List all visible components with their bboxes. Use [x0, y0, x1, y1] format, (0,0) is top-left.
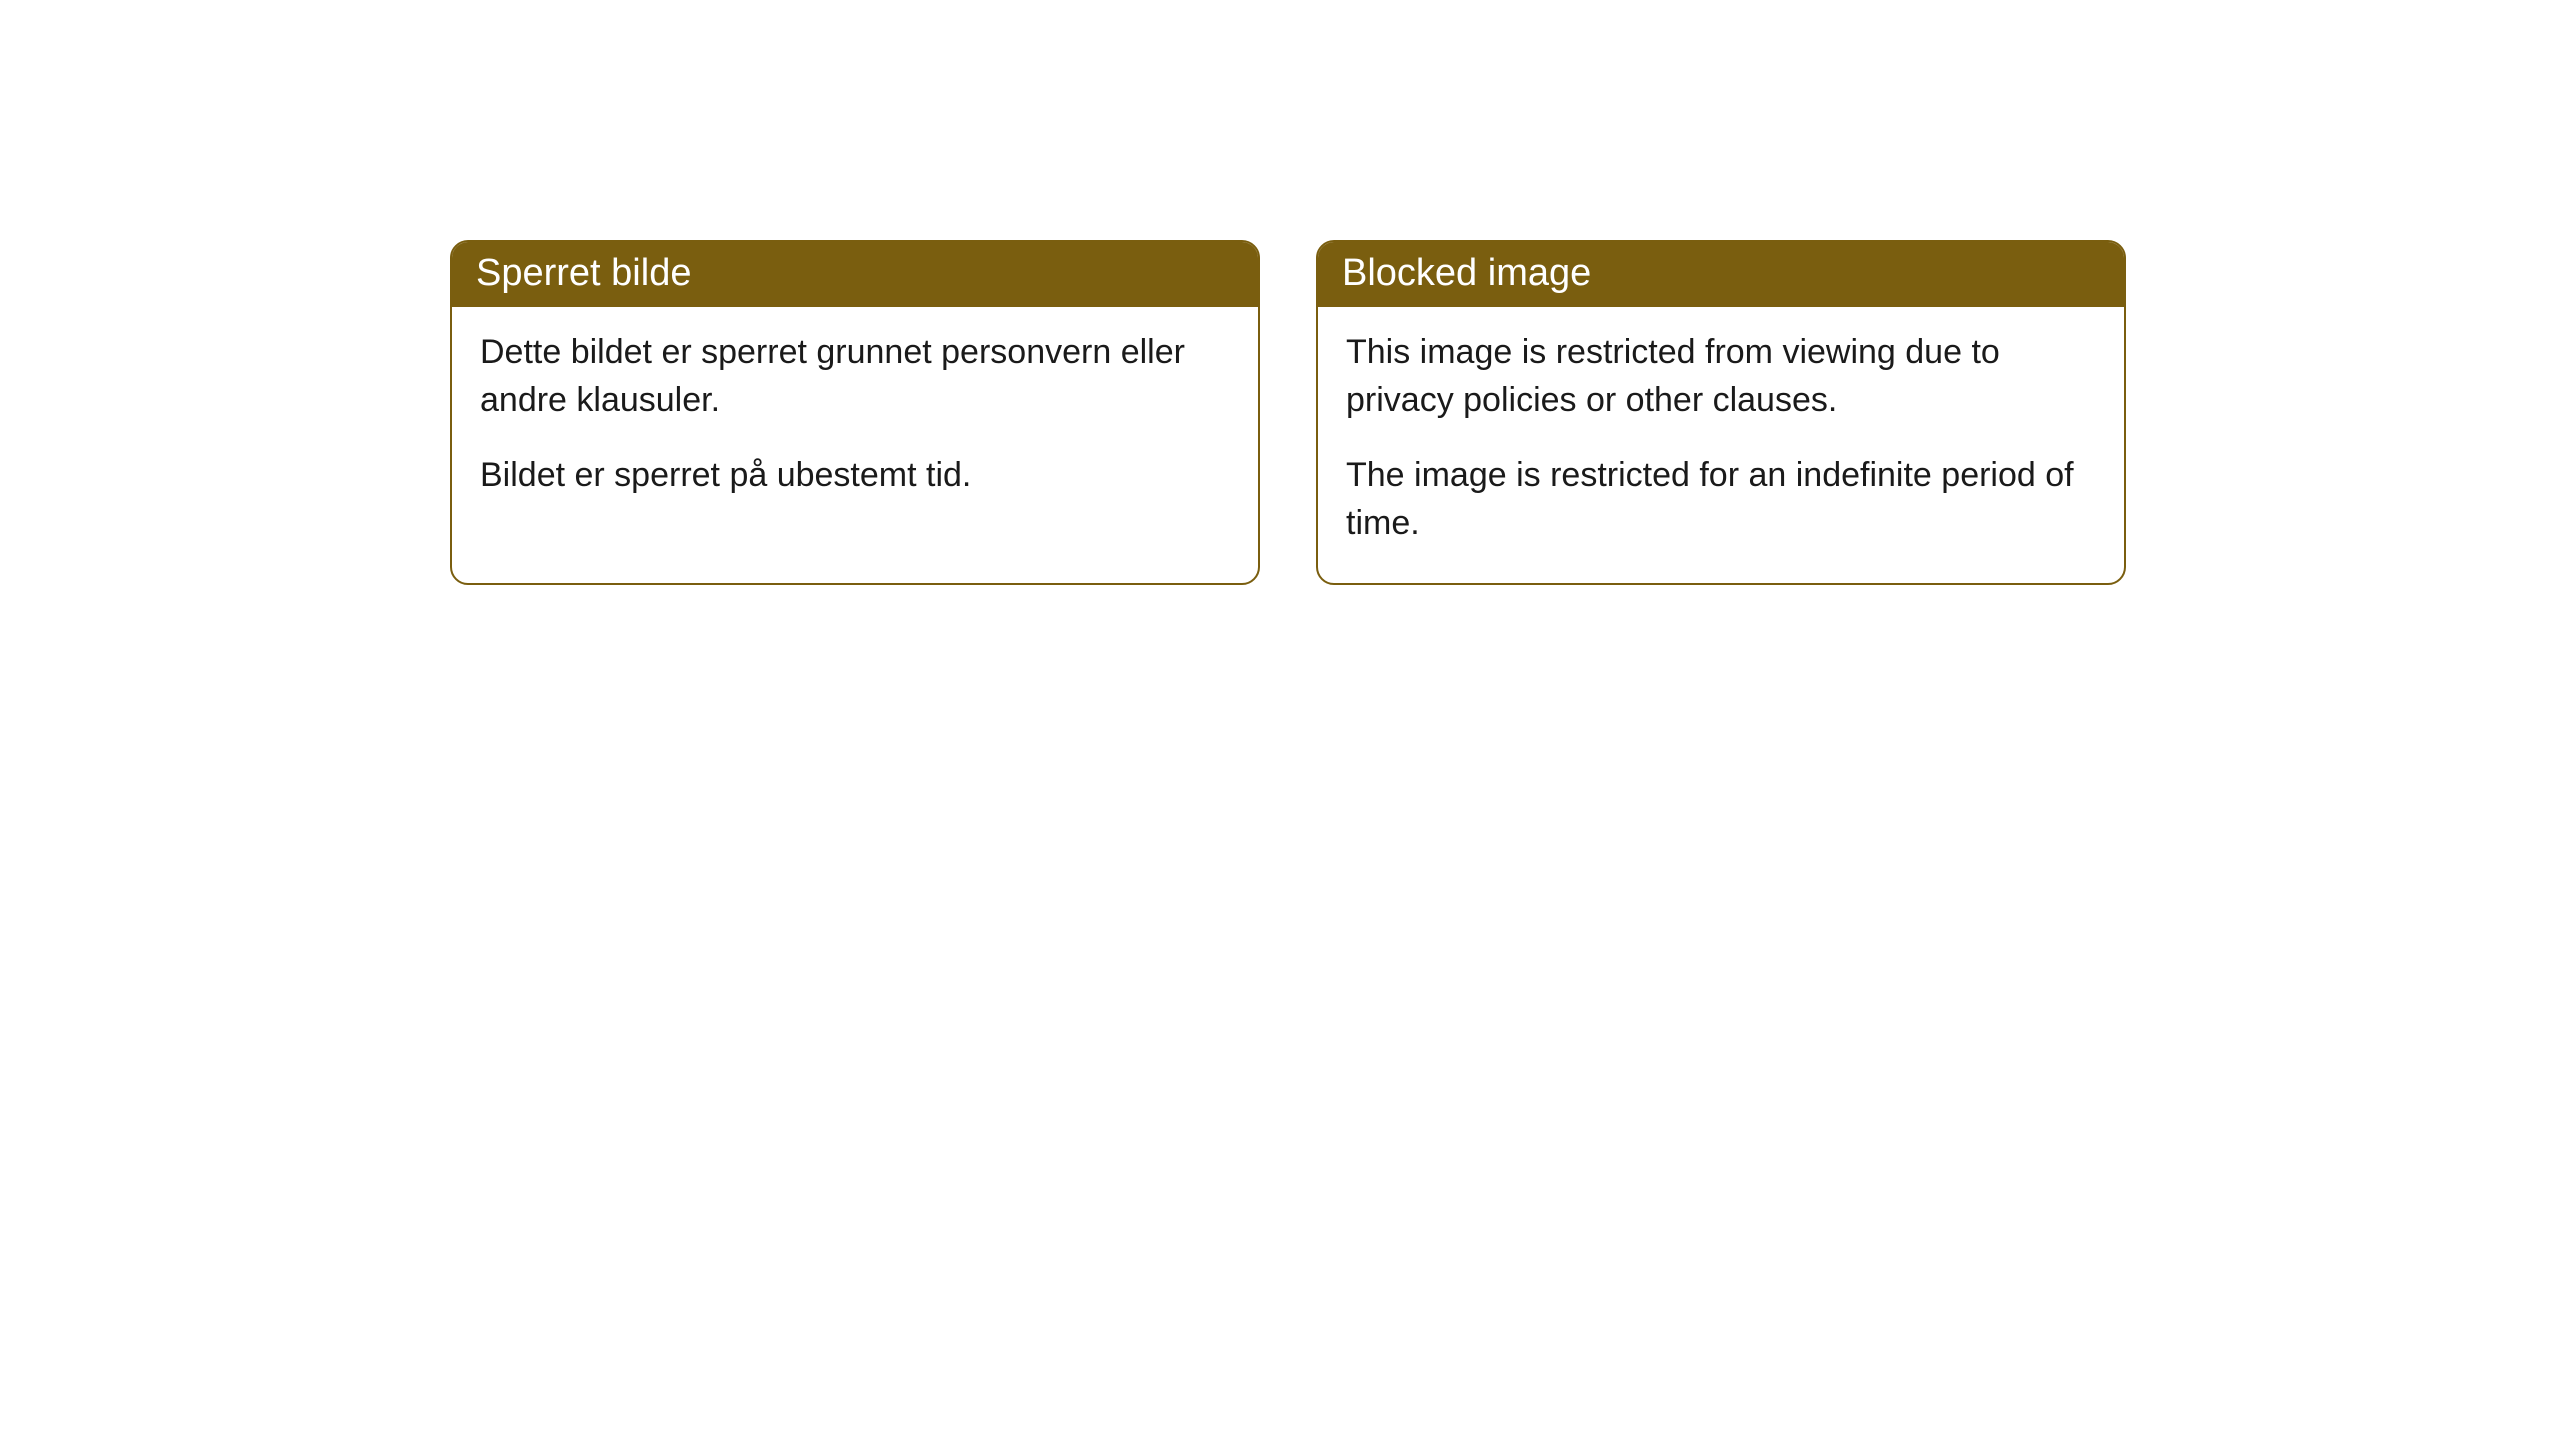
notice-cards-container: Sperret bilde Dette bildet er sperret gr…	[450, 240, 2126, 585]
card-paragraph: Dette bildet er sperret grunnet personve…	[480, 329, 1230, 424]
card-body-norwegian: Dette bildet er sperret grunnet personve…	[452, 307, 1258, 536]
card-paragraph: This image is restricted from viewing du…	[1346, 329, 2096, 424]
card-title-norwegian: Sperret bilde	[452, 242, 1258, 307]
blocked-image-card-english: Blocked image This image is restricted f…	[1316, 240, 2126, 585]
card-paragraph: Bildet er sperret på ubestemt tid.	[480, 452, 1230, 500]
blocked-image-card-norwegian: Sperret bilde Dette bildet er sperret gr…	[450, 240, 1260, 585]
card-body-english: This image is restricted from viewing du…	[1318, 307, 2124, 583]
card-paragraph: The image is restricted for an indefinit…	[1346, 452, 2096, 547]
card-title-english: Blocked image	[1318, 242, 2124, 307]
